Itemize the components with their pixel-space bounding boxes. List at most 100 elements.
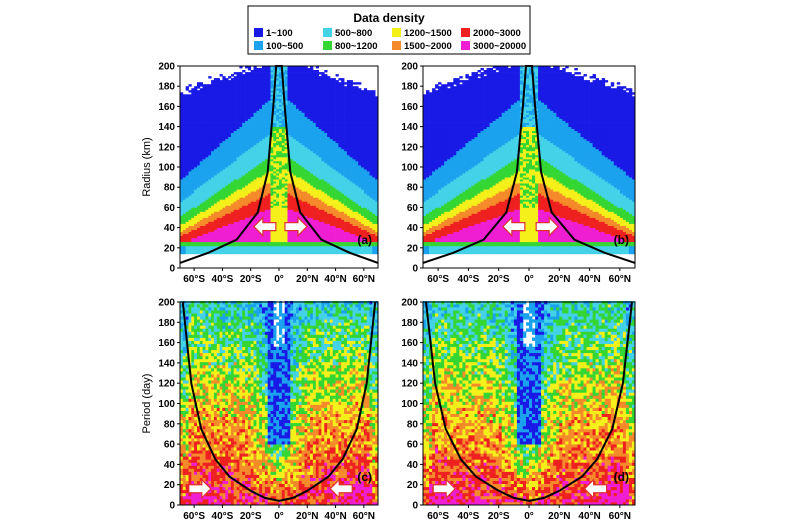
heatmap-cell — [315, 132, 319, 136]
heatmap-cell — [194, 233, 198, 237]
heatmap-cell — [332, 82, 336, 85]
heatmap-cell — [296, 152, 300, 156]
heatmap-cell — [304, 209, 308, 212]
heatmap-cell — [213, 84, 218, 87]
heatmap-cell — [180, 241, 184, 245]
heatmap-cell — [327, 247, 331, 251]
heatmap-cell — [247, 239, 252, 243]
heatmap-cell — [321, 207, 325, 210]
heatmap-cell — [205, 247, 209, 251]
heatmap-cell — [293, 207, 297, 210]
heatmap-cell — [290, 199, 294, 202]
heatmap-cell — [310, 150, 314, 154]
heatmap-cell — [180, 183, 184, 186]
heatmap-cell — [301, 120, 305, 123]
heatmap-cell — [329, 207, 334, 210]
heatmap-cell — [296, 205, 300, 208]
heatmap-cell — [233, 199, 237, 202]
heatmap-cell — [205, 132, 209, 136]
heatmap-cell — [310, 173, 314, 176]
heatmap-cell — [208, 191, 212, 194]
heatmap-cell — [281, 171, 285, 174]
heatmap-cell — [197, 114, 201, 117]
heatmap-cell — [304, 237, 308, 241]
heatmap-cell — [185, 219, 189, 222]
heatmap-cell — [182, 179, 186, 182]
heatmap-cell — [335, 227, 339, 230]
heatmap-cell — [202, 92, 206, 95]
heatmap-cell — [329, 124, 334, 127]
heatmap-cell — [188, 185, 192, 188]
heatmap-cell — [245, 219, 249, 222]
heatmap-cell — [327, 76, 331, 79]
heatmap-cell — [245, 120, 249, 123]
heatmap-cell — [222, 156, 226, 160]
heatmap-cell — [205, 205, 209, 208]
heatmap-cell — [211, 197, 215, 200]
heatmap-cell — [307, 120, 311, 123]
heatmap-cell — [219, 104, 223, 107]
heatmap-cell — [281, 106, 285, 109]
heatmap-cell — [222, 106, 226, 109]
heatmap-cell — [259, 120, 263, 123]
heatmap-cell — [293, 237, 297, 241]
heatmap-cell — [216, 130, 220, 133]
heatmap-cell — [310, 221, 314, 224]
heatmap-cell — [267, 201, 271, 204]
heatmap-cell — [188, 209, 192, 212]
heatmap-cell — [253, 207, 257, 210]
heatmap-cell — [233, 154, 237, 158]
heatmap-cell — [276, 199, 280, 202]
heatmap-cell — [222, 128, 226, 131]
heatmap-cell — [222, 193, 226, 196]
heatmap-cell — [270, 84, 274, 87]
heatmap-cell — [256, 171, 260, 174]
heatmap-cell — [293, 177, 297, 180]
heatmap-cell — [284, 179, 288, 182]
heatmap-cell — [205, 163, 209, 166]
heatmap-cell — [180, 225, 184, 228]
heatmap-cell — [284, 231, 288, 234]
heatmap-cell — [191, 124, 195, 127]
heatmap-cell — [327, 120, 331, 123]
heatmap-cell — [298, 205, 302, 208]
heatmap-cell — [233, 144, 237, 148]
heatmap-cell — [247, 134, 252, 138]
heatmap-cell — [245, 223, 249, 226]
heatmap-cell — [188, 126, 192, 129]
heatmap-cell — [191, 152, 195, 156]
heatmap-cell — [180, 118, 184, 121]
heatmap-cell — [307, 237, 311, 241]
heatmap-cell — [199, 116, 203, 119]
heatmap-cell — [219, 82, 223, 85]
heatmap-cell — [233, 213, 237, 216]
heatmap-cell — [228, 112, 232, 115]
heatmap-cell — [270, 251, 274, 255]
heatmap-cell — [324, 140, 328, 144]
heatmap-cell — [242, 132, 246, 136]
heatmap-cell — [211, 138, 215, 142]
heatmap-cell — [307, 201, 311, 204]
heatmap-cell — [236, 118, 240, 121]
heatmap-cell — [315, 179, 319, 182]
heatmap-cell — [312, 154, 317, 158]
heatmap-cell — [312, 249, 317, 253]
heatmap-cell — [279, 195, 283, 198]
heatmap-cell — [281, 163, 285, 166]
heatmap-cell — [329, 160, 334, 164]
heatmap-cell — [222, 104, 226, 107]
heatmap-cell — [281, 237, 285, 241]
heatmap-cell — [228, 86, 232, 89]
heatmap-cell — [242, 211, 246, 214]
heatmap-cell — [245, 104, 249, 107]
heatmap-cell — [191, 199, 195, 202]
heatmap-cell — [191, 205, 195, 208]
heatmap-cell — [284, 88, 288, 91]
heatmap-cell — [216, 118, 220, 121]
heatmap-cell — [301, 169, 305, 172]
heatmap-cell — [213, 144, 218, 148]
heatmap-cell — [250, 74, 254, 77]
heatmap-cell — [228, 173, 232, 176]
heatmap-cell — [279, 96, 283, 99]
heatmap-cell — [301, 241, 305, 245]
